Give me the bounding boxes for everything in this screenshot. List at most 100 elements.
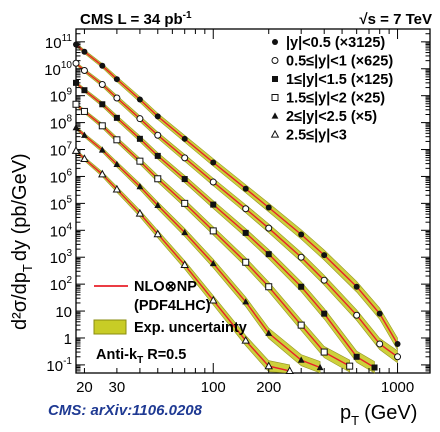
y-tick-label: 104 <box>50 221 73 240</box>
data-point <box>154 175 162 183</box>
data-point <box>136 96 143 103</box>
data-point <box>209 227 217 235</box>
data-point <box>209 295 218 304</box>
data-point <box>346 362 354 370</box>
data-point <box>297 321 305 329</box>
y-tick-label: 1010 <box>44 60 72 79</box>
x-tick-label: 30 <box>109 379 126 396</box>
data-point <box>297 253 305 261</box>
data-point <box>98 146 106 153</box>
data-point <box>316 363 324 371</box>
legend-theory-label: NLO⊗NP <box>134 279 197 295</box>
data-point <box>72 59 80 67</box>
data-point <box>242 229 249 236</box>
data-point <box>321 310 328 317</box>
x-tick-label: 20 <box>76 379 93 396</box>
data-point <box>320 276 328 284</box>
data-point <box>320 348 328 356</box>
y-tick-label: 102 <box>50 275 73 294</box>
legend-band-label: Exp. uncertainty <box>134 320 247 336</box>
data-point <box>72 100 80 108</box>
data-point <box>265 251 272 258</box>
data-point <box>394 340 401 347</box>
data-point <box>98 81 106 89</box>
data-point <box>136 157 144 165</box>
data-point <box>321 252 328 259</box>
data-point <box>265 224 273 232</box>
legend-marker <box>270 129 280 138</box>
legend-series-label: |y|<0.5 (×3125) <box>286 35 385 51</box>
theory-line <box>75 127 321 369</box>
data-point <box>136 182 144 190</box>
y-tick-label: 109 <box>50 87 73 106</box>
data-point <box>113 136 121 144</box>
data-point <box>80 107 88 115</box>
data-point <box>241 335 250 344</box>
legend-marker <box>271 112 279 119</box>
data-point <box>285 366 294 374</box>
uncertainty-band <box>75 61 398 364</box>
data-point <box>298 231 305 238</box>
data-point <box>298 283 305 290</box>
data-point <box>81 87 88 94</box>
data-point <box>264 361 273 370</box>
data-point <box>353 311 361 319</box>
data-point <box>265 329 273 336</box>
header-experiment: CMS L = 34 pb-1 <box>80 10 192 28</box>
uncertainty-band <box>75 102 351 373</box>
axis-ticks: 1011101010910810710610510410310210110-12… <box>44 28 430 396</box>
data-point <box>265 283 273 291</box>
data-point <box>154 152 161 159</box>
y-tick-label: 105 <box>50 194 73 213</box>
data-point <box>113 114 120 121</box>
data-point <box>265 204 272 211</box>
data-point <box>376 340 384 348</box>
data-point <box>242 185 249 192</box>
legend-series-label: 2≤|y|<2.5 (×5) <box>286 109 377 125</box>
data-point <box>81 131 88 138</box>
data-point <box>81 48 88 55</box>
data-point <box>99 62 106 69</box>
x-tick-label: 1000 <box>381 379 414 396</box>
data-point <box>71 146 81 154</box>
y-tick-label: 1011 <box>45 33 73 52</box>
header-energy: √s = 7 TeV <box>359 11 432 28</box>
data-point <box>73 79 79 86</box>
data-point <box>136 135 143 142</box>
legend-series-label: 0.5≤|y|<1 (×625) <box>286 54 393 70</box>
legend-marker <box>271 94 279 101</box>
data-point <box>112 184 122 193</box>
y-tick-label: 106 <box>50 167 73 186</box>
data-point <box>181 154 189 162</box>
x-tick-label: 100 <box>201 379 226 396</box>
legend-series-label: 1≤|y|<1.5 (×125) <box>286 72 393 88</box>
legend-theory: NLO⊗NP (PDF4LHC) Exp. uncertainty Anti-k… <box>93 279 247 366</box>
data-point <box>80 154 89 162</box>
uncertainty-band <box>75 80 375 374</box>
data-point <box>181 199 189 207</box>
legend-series-label: 1.5≤|y|<2 (×25) <box>286 91 385 107</box>
data-point <box>113 94 121 102</box>
data-point <box>371 364 378 371</box>
legend-theory-sublabel: (PDF4LHC) <box>134 298 211 314</box>
uncertainty-band <box>75 148 291 374</box>
data-point <box>154 201 162 209</box>
plot-frame <box>75 28 431 374</box>
legend-series: |y|<0.5 (×3125) 0.5≤|y|<1 (×625) 1≤|y|<1.5… <box>270 35 393 144</box>
data-point <box>99 101 106 108</box>
data-point <box>181 176 188 183</box>
data-point <box>113 76 120 83</box>
data-point <box>242 258 250 266</box>
data-point <box>353 353 360 360</box>
legend-band-swatch <box>93 319 127 335</box>
x-tick-label: 200 <box>256 379 281 396</box>
data-point <box>98 122 106 130</box>
data-point-layer <box>71 41 402 374</box>
y-tick-label: 107 <box>50 141 73 160</box>
data-point <box>209 259 217 267</box>
data-point <box>297 356 305 363</box>
data-point <box>80 67 88 75</box>
legend-series-label: 2.5≤|y|<3 <box>286 128 347 144</box>
y-tick-label: 10-1 <box>46 356 72 375</box>
